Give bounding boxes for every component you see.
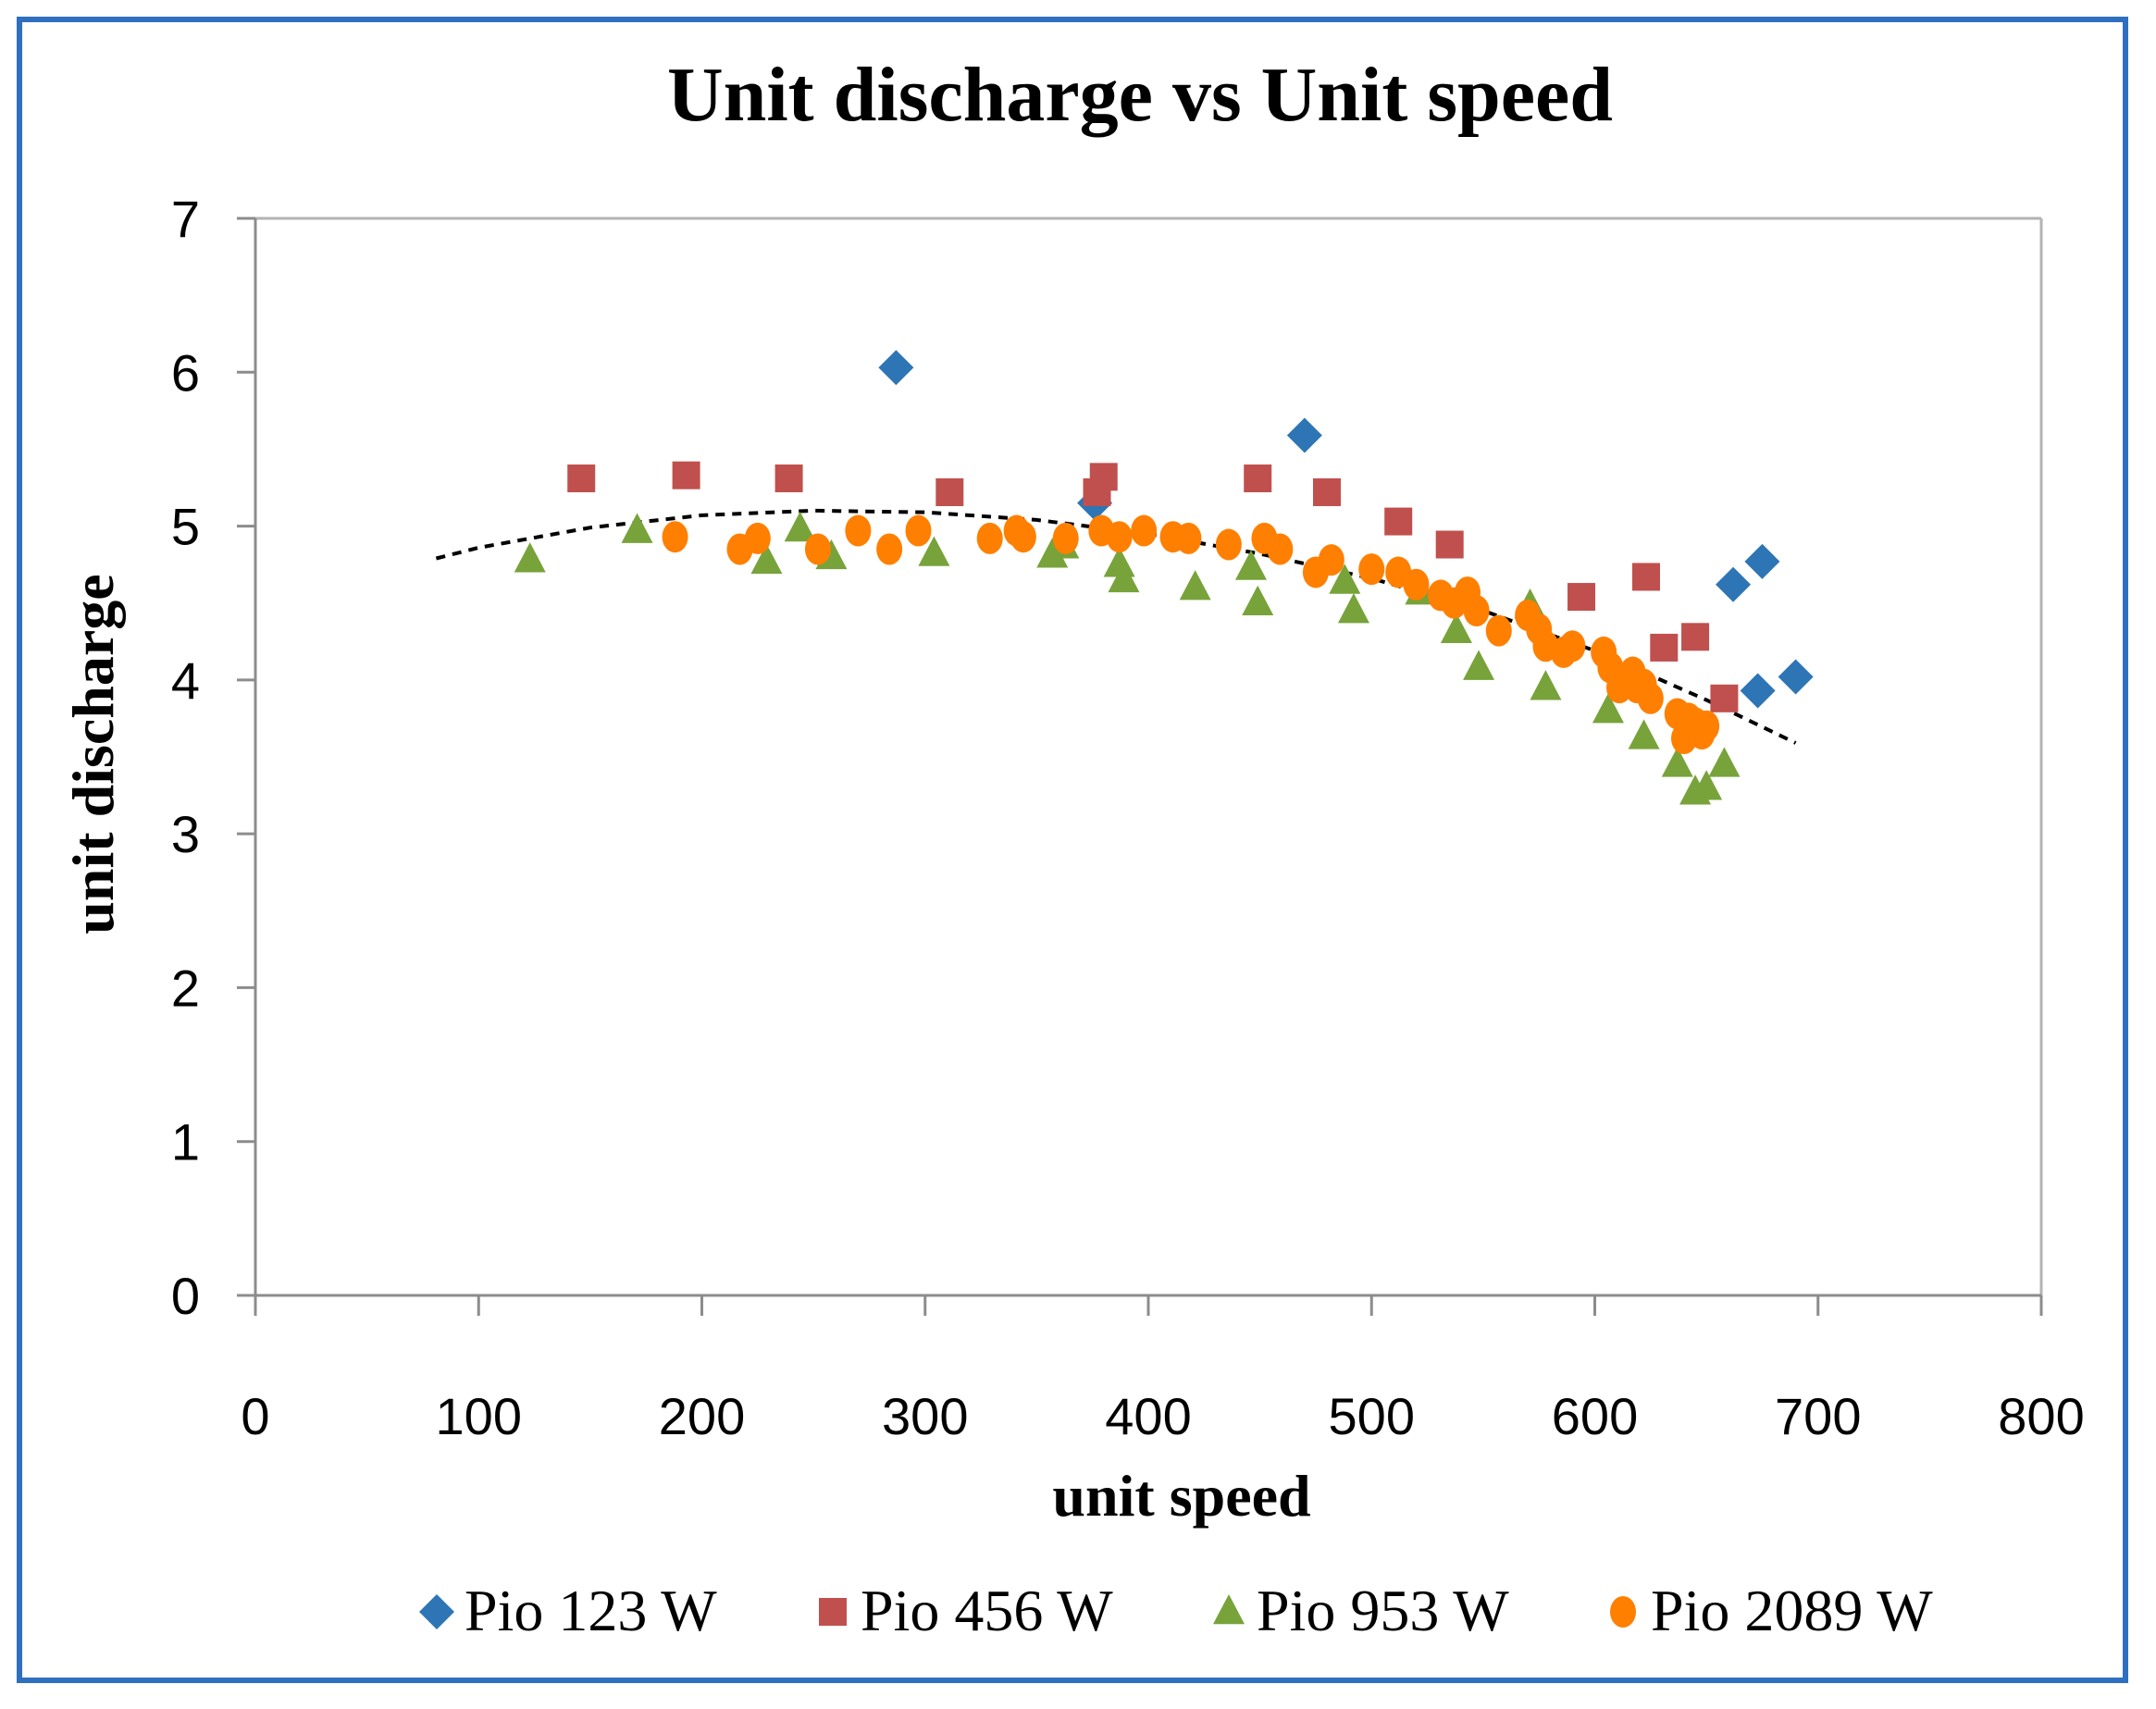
y-tick-label: 0 (171, 1267, 200, 1325)
x-tick-label: 800 (1998, 1387, 2084, 1445)
chart-title: Unit discharge vs Unit speed (667, 52, 1613, 138)
legend-label-pio-2089-w: Pio 2089 W (1651, 1578, 1933, 1643)
x-tick-label: 100 (436, 1387, 522, 1445)
point-pio-456-w (1313, 477, 1341, 506)
point-pio-2089-w (662, 521, 688, 553)
legend-label-pio-953-w: Pio 953 W (1257, 1578, 1509, 1643)
point-pio-2089-w (876, 533, 903, 565)
point-pio-2089-w (1106, 521, 1133, 553)
y-tick-label: 1 (171, 1113, 200, 1171)
legend-label-pio-456-w: Pio 456 W (861, 1578, 1113, 1643)
point-pio-456-w (567, 464, 596, 493)
point-pio-953-w (918, 536, 950, 566)
x-axis-label: unit speed (1052, 1463, 1310, 1529)
point-pio-456-w (774, 464, 803, 493)
point-pio-456-w (1089, 463, 1118, 491)
point-pio-2089-w (744, 522, 771, 554)
legend-marker-pio-123-w (419, 1594, 454, 1629)
point-pio-123-w (1778, 659, 1814, 695)
point-pio-2089-w (1637, 682, 1664, 714)
point-pio-456-w (672, 461, 700, 489)
point-pio-2089-w (976, 522, 1003, 554)
y-axis-label: unit discharge (60, 574, 126, 934)
axes: 0 100 200 300 400 500 600 700 800 0 1 2 3 4 5 6 7 (171, 190, 2085, 1445)
point-pio-456-w (1567, 583, 1596, 612)
point-pio-456-w (1650, 633, 1679, 662)
point-pio-2089-w (1052, 522, 1079, 554)
point-pio-953-w (1329, 563, 1361, 594)
point-pio-953-w (1530, 670, 1562, 700)
x-tick-label: 600 (1552, 1387, 1638, 1445)
point-pio-2089-w (905, 514, 932, 547)
y-tick-label: 3 (171, 805, 200, 863)
point-pio-953-w (1234, 550, 1267, 580)
point-pio-456-w (1631, 563, 1660, 591)
legend: Pio 123 W Pio 456 W Pio 953 W Pio 2089 W (419, 1578, 1933, 1643)
point-pio-953-w (1179, 570, 1211, 601)
point-pio-953-w (750, 543, 783, 575)
point-pio-953-w (1708, 747, 1741, 777)
y-tick-label: 4 (171, 651, 200, 710)
point-pio-123-w (1744, 543, 1780, 579)
legend-label-pio-123-w: Pio 123 W (465, 1578, 717, 1643)
point-pio-953-w (1628, 719, 1660, 749)
point-pio-2089-w (845, 514, 872, 547)
point-pio-2089-w (804, 533, 831, 565)
point-pio-953-w (1691, 770, 1723, 800)
point-pio-953-w (1440, 613, 1472, 643)
point-pio-953-w (1242, 585, 1274, 616)
point-pio-2089-w (1175, 522, 1202, 554)
y-tick-label: 6 (171, 343, 200, 402)
point-pio-953-w (514, 542, 546, 573)
point-pio-123-w (878, 350, 914, 386)
x-tick-label: 0 (241, 1387, 269, 1445)
point-pio-2089-w (1215, 528, 1242, 561)
point-pio-2089-w (1358, 553, 1385, 586)
point-pio-2089-w (1463, 595, 1490, 627)
x-tick-label: 300 (882, 1387, 968, 1445)
point-pio-2089-w (1485, 614, 1512, 647)
point-pio-456-w (1681, 623, 1710, 651)
point-pio-953-w (1108, 562, 1140, 593)
x-tick-label: 200 (659, 1387, 745, 1445)
x-tick-label: 700 (1775, 1387, 1861, 1445)
point-pio-123-w (1716, 566, 1752, 602)
point-pio-2089-w (1403, 568, 1430, 601)
x-tick-label: 500 (1329, 1387, 1415, 1445)
points-layer (514, 350, 1814, 805)
point-pio-2089-w (1010, 521, 1036, 553)
point-pio-2089-w (1559, 630, 1586, 663)
point-pio-953-w (621, 513, 653, 543)
point-pio-456-w (1435, 530, 1464, 559)
y-tick-label: 2 (171, 959, 200, 1017)
point-pio-2089-w (1318, 544, 1344, 576)
legend-marker-pio-953-w (1213, 1594, 1245, 1625)
chart-frame (17, 17, 2128, 1683)
point-pio-953-w (1337, 593, 1369, 624)
y-tick-label: 5 (171, 498, 200, 556)
point-pio-2089-w (1267, 533, 1294, 565)
point-pio-2089-w (1693, 710, 1720, 742)
legend-marker-pio-456-w (819, 1598, 847, 1626)
point-pio-456-w (1710, 684, 1739, 712)
point-pio-123-w (1740, 673, 1776, 709)
point-pio-953-w (1661, 747, 1693, 777)
legend-marker-pio-2089-w (1610, 1596, 1636, 1628)
point-pio-456-w (1244, 464, 1272, 493)
point-pio-953-w (1463, 650, 1495, 680)
point-pio-2089-w (1131, 514, 1158, 547)
point-pio-123-w (1286, 417, 1322, 453)
point-pio-456-w (936, 477, 964, 506)
point-pio-953-w (784, 511, 816, 542)
point-pio-456-w (1384, 507, 1413, 536)
x-tick-label: 400 (1105, 1387, 1191, 1445)
y-tick-label: 7 (171, 190, 200, 248)
point-pio-953-w (1592, 693, 1624, 724)
